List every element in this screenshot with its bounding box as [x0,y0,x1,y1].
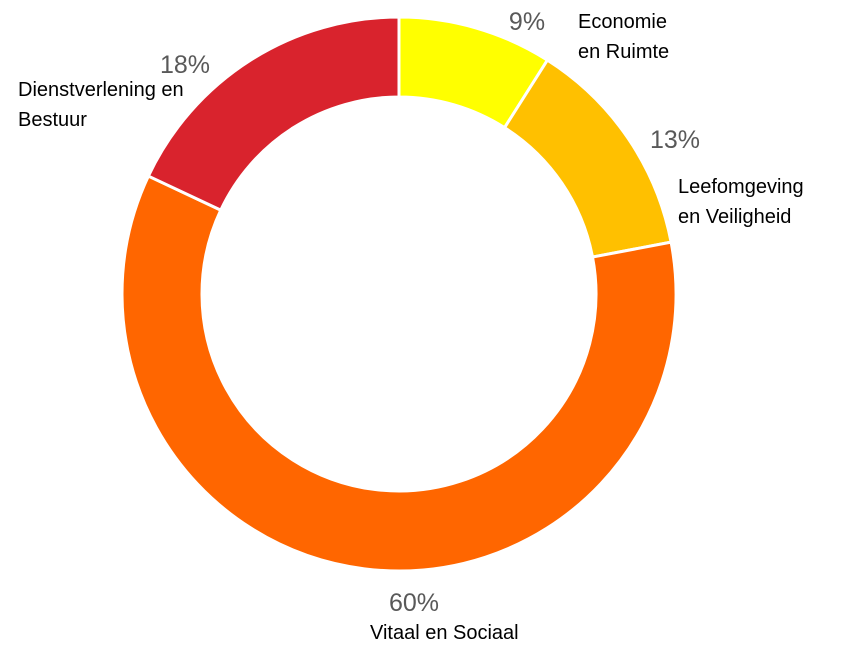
category-label: Economie en Ruimte [578,11,670,63]
value-label: 13% [649,126,701,154]
category-label: Dienstverlening en Bestuur [18,79,184,131]
category-label: Leefomgeving en Veiligheid [678,176,804,228]
value-label: 60% [388,589,440,617]
donut-slice [502,58,673,259]
donut-slice [146,15,401,213]
value-label: 9% [508,8,546,36]
value-label: 18% [159,51,211,79]
category-label: Vitaal en Sociaal [370,622,519,644]
donut-slice [120,174,678,573]
